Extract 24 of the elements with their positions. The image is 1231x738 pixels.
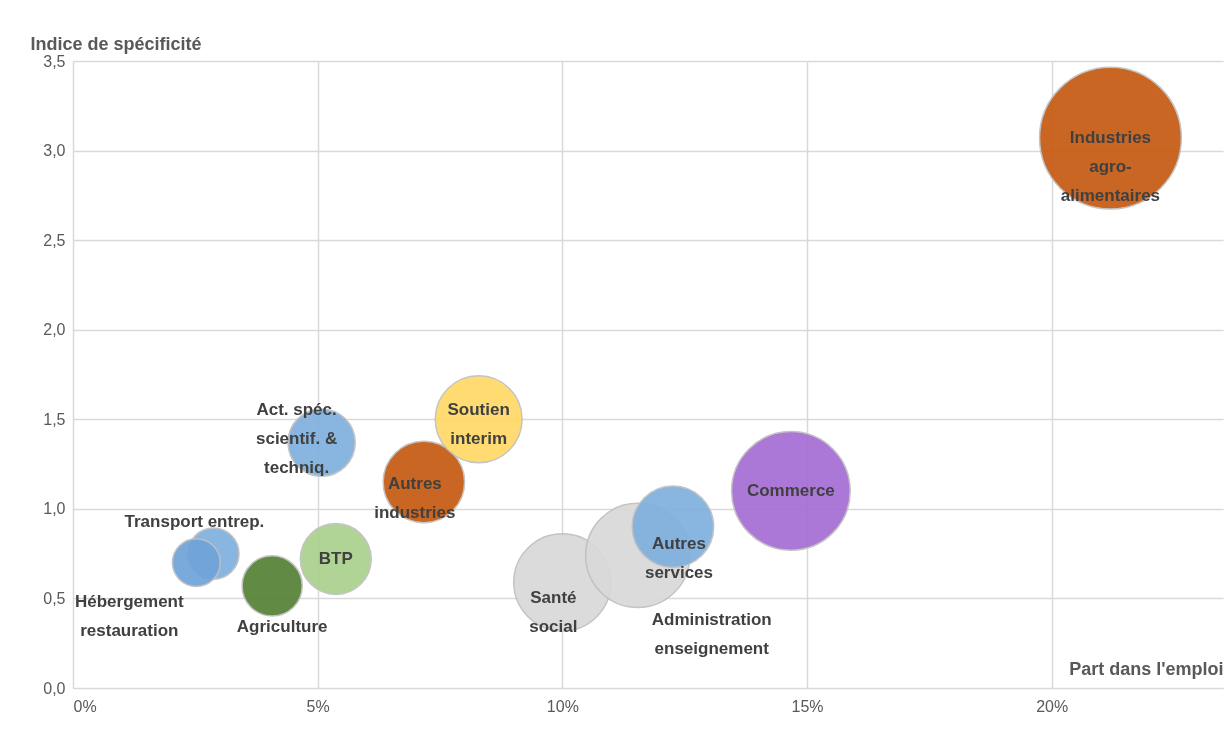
series-label: BTP — [318, 549, 353, 569]
y-tick-label: 1,5 — [43, 410, 66, 428]
y-tick-label: 0,0 — [43, 679, 66, 697]
x-tick-label: 15% — [791, 697, 824, 715]
series-label: Autres services — [644, 533, 713, 582]
series-label: Soutien interim — [447, 400, 510, 449]
series-label: Transport entrep. — [124, 511, 265, 531]
x-tick-label: 5% — [306, 697, 330, 715]
y-tick-label: 3,0 — [43, 142, 66, 160]
series-label: Agriculture — [236, 616, 328, 636]
x-tick-label: 10% — [546, 697, 579, 715]
series-label: Commerce — [746, 480, 835, 500]
y-tick-label: 2,0 — [43, 321, 66, 339]
y-axis-title: Indice de spécificité — [30, 33, 202, 54]
x-axis-title: Part dans l'emploi — [1069, 658, 1224, 679]
y-tick-label: 1,0 — [43, 500, 66, 518]
x-tick-label: 0% — [73, 697, 97, 715]
y-tick-label: 2,5 — [43, 231, 66, 249]
series-label: Administration enseignement — [651, 610, 772, 659]
y-tick-label: 0,5 — [43, 589, 66, 607]
y-tick-label: 3,5 — [43, 52, 66, 70]
x-tick-label: 20% — [1036, 697, 1069, 715]
series-label: Hébergement restauration — [75, 591, 184, 640]
series-label: Santé social — [529, 588, 578, 637]
